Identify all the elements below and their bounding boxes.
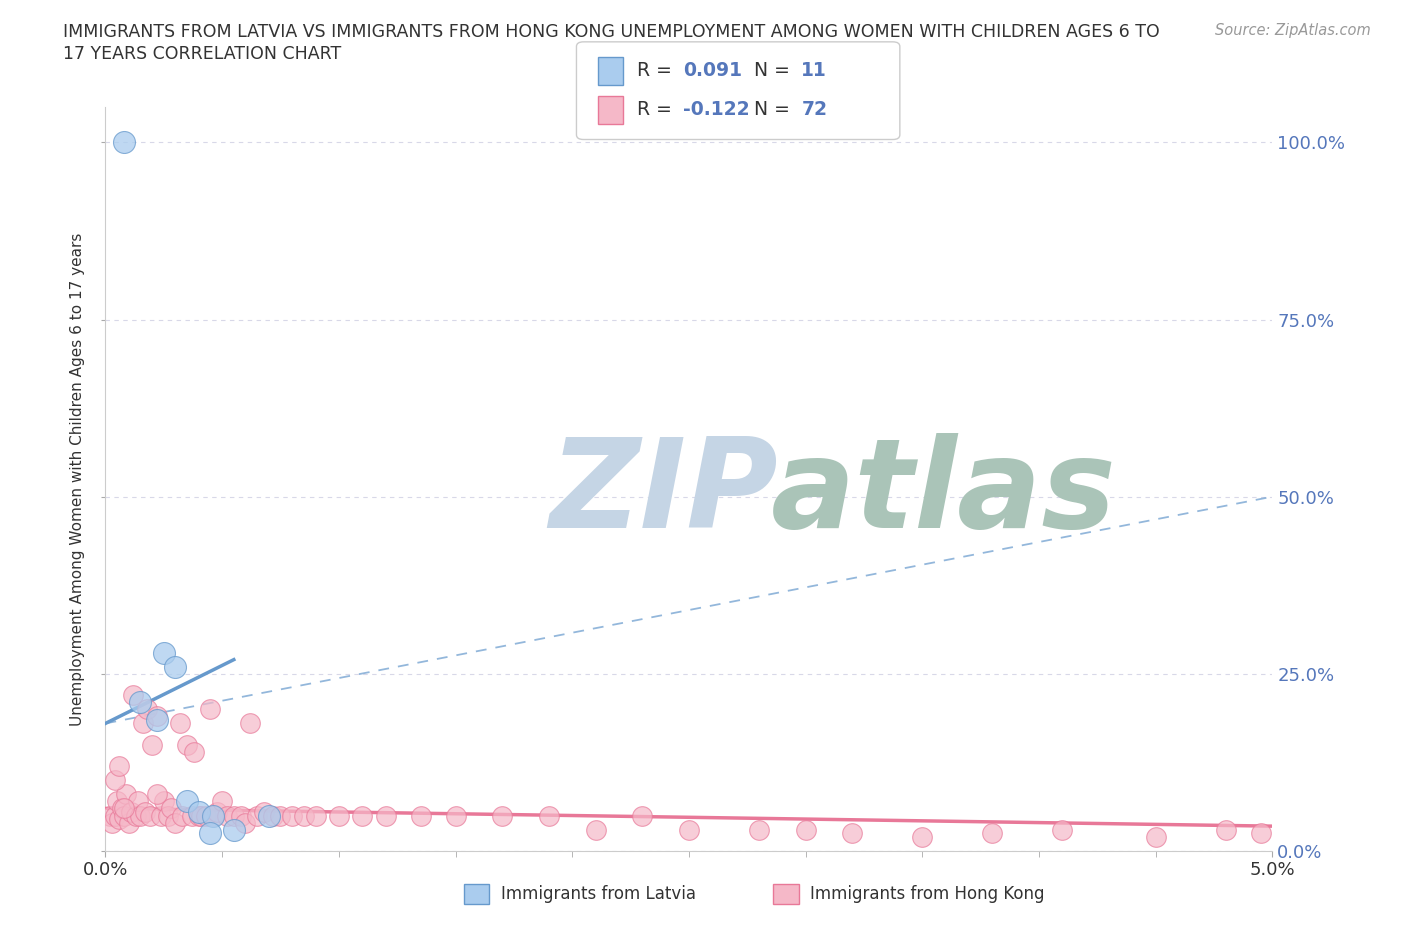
Point: [201, 808, 224, 823]
Point: [129, 808, 152, 823]
Point: [108, 759, 131, 774]
Point: [304, 808, 326, 823]
Point: [257, 808, 280, 823]
Point: [678, 822, 700, 837]
Text: ZIP: ZIP: [548, 433, 778, 554]
Point: [112, 801, 135, 816]
Text: R =: R =: [637, 61, 678, 80]
Point: [1052, 822, 1074, 837]
Point: [146, 712, 169, 727]
Point: [111, 801, 134, 816]
Text: 11: 11: [801, 61, 827, 80]
Point: [211, 794, 233, 809]
Point: [157, 808, 180, 823]
Point: [172, 808, 194, 823]
Point: [101, 816, 124, 830]
Point: [129, 695, 152, 710]
Point: [139, 808, 162, 823]
Point: [159, 801, 181, 816]
Point: [180, 808, 202, 823]
Text: 17 YEARS CORRELATION CHART: 17 YEARS CORRELATION CHART: [63, 45, 342, 62]
Text: N =: N =: [742, 61, 796, 80]
Point: [187, 804, 209, 819]
Point: [537, 808, 560, 823]
Point: [207, 804, 229, 819]
Point: [239, 716, 262, 731]
Point: [215, 808, 238, 823]
Text: Immigrants from Latvia: Immigrants from Latvia: [501, 884, 696, 903]
Point: [748, 822, 770, 837]
Text: 72: 72: [801, 100, 827, 119]
Point: [104, 773, 127, 788]
Point: [115, 787, 138, 802]
Text: atlas: atlas: [770, 433, 1116, 554]
Text: N =: N =: [742, 100, 796, 119]
Point: [146, 787, 169, 802]
Point: [183, 744, 205, 759]
Point: [374, 808, 396, 823]
Point: [153, 645, 174, 660]
Text: R =: R =: [637, 100, 678, 119]
Point: [444, 808, 467, 823]
Point: [263, 808, 285, 823]
Point: [136, 702, 159, 717]
Y-axis label: Unemployment Among Women with Children Ages 6 to 17 years: Unemployment Among Women with Children A…: [70, 232, 86, 725]
Point: [105, 794, 128, 809]
Point: [246, 808, 269, 823]
Point: [270, 808, 292, 823]
Point: [150, 808, 173, 823]
Point: [112, 808, 135, 823]
Point: [176, 737, 198, 752]
Point: [153, 794, 174, 809]
Point: [281, 808, 304, 823]
Point: [122, 687, 145, 702]
Point: [141, 737, 163, 752]
Point: [200, 702, 222, 717]
Text: IMMIGRANTS FROM LATVIA VS IMMIGRANTS FROM HONG KONG UNEMPLOYMENT AMONG WOMEN WIT: IMMIGRANTS FROM LATVIA VS IMMIGRANTS FRO…: [63, 23, 1160, 41]
Point: [222, 808, 245, 823]
Point: [841, 826, 863, 841]
Point: [981, 826, 1004, 841]
Point: [134, 804, 156, 819]
Point: [1250, 826, 1272, 841]
Point: [132, 716, 155, 731]
Point: [194, 808, 217, 823]
Point: [112, 135, 135, 150]
Point: [146, 709, 169, 724]
Point: [120, 804, 142, 819]
Point: [794, 822, 817, 837]
Point: [125, 808, 148, 823]
Point: [98, 808, 121, 823]
Point: [187, 808, 209, 823]
Text: 0.091: 0.091: [683, 61, 742, 80]
Point: [165, 659, 187, 674]
Point: [1215, 822, 1237, 837]
Point: [235, 816, 257, 830]
Point: [328, 808, 350, 823]
Point: [118, 816, 141, 830]
Point: [190, 808, 212, 823]
Point: [169, 716, 191, 731]
Point: [200, 826, 222, 841]
Point: [127, 794, 149, 809]
Point: [176, 794, 198, 809]
Point: [229, 808, 252, 823]
Point: [911, 830, 934, 844]
Point: [253, 804, 276, 819]
Text: Source: ZipAtlas.com: Source: ZipAtlas.com: [1215, 23, 1371, 38]
Point: [409, 808, 432, 823]
Point: [585, 822, 607, 837]
Point: [352, 808, 374, 823]
Point: [165, 816, 187, 830]
Point: [104, 808, 127, 823]
Point: [222, 822, 245, 837]
Text: -0.122: -0.122: [683, 100, 749, 119]
Point: [292, 808, 315, 823]
Point: [491, 808, 513, 823]
Point: [201, 808, 224, 823]
Text: Immigrants from Hong Kong: Immigrants from Hong Kong: [810, 884, 1045, 903]
Point: [631, 808, 654, 823]
Point: [1144, 830, 1167, 844]
Point: [108, 812, 131, 827]
